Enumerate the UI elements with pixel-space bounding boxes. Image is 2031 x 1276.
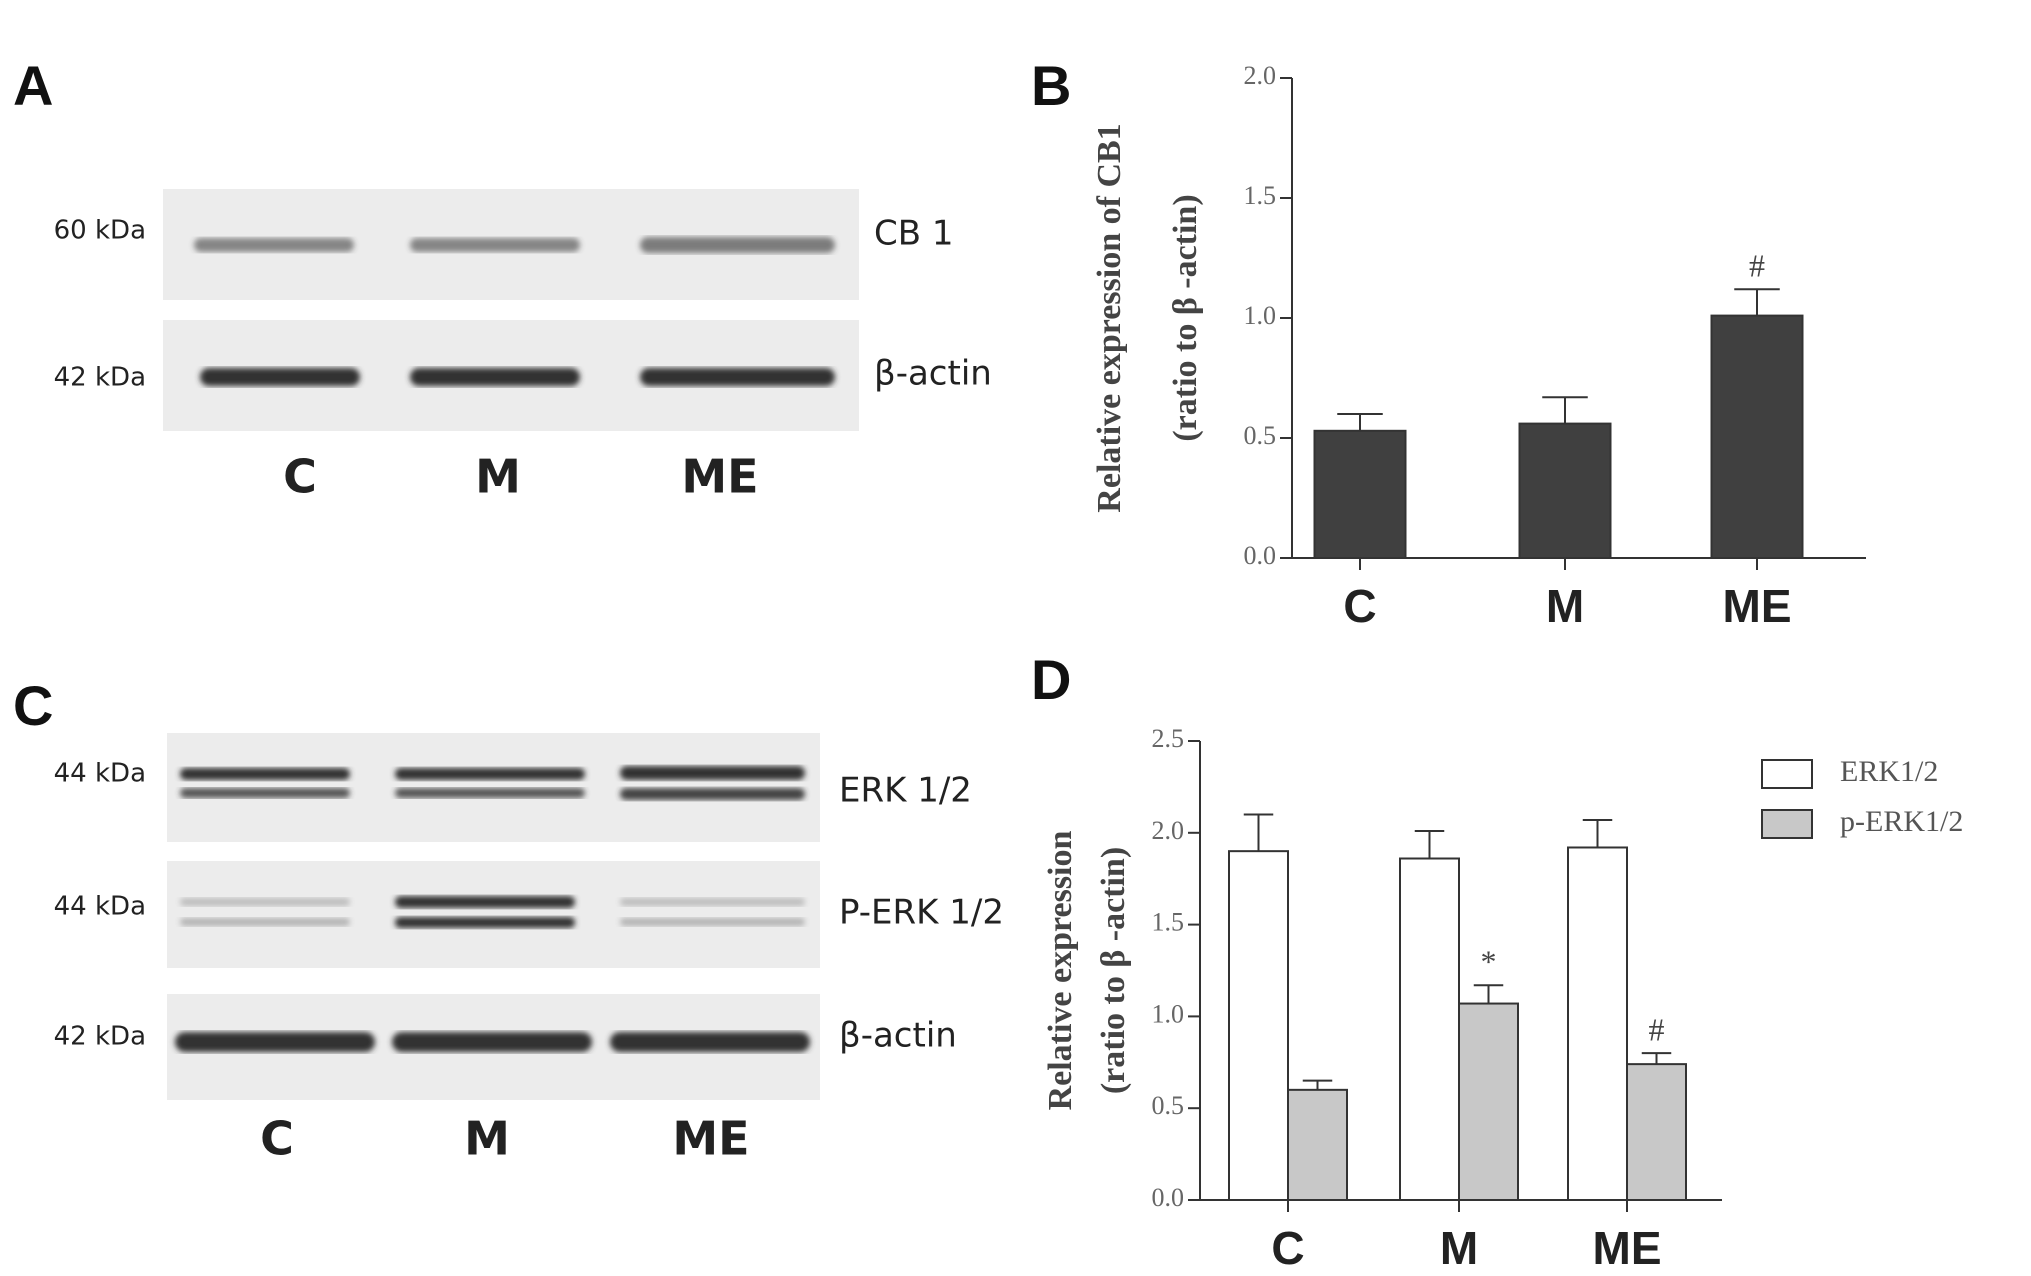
bar: [1399, 857, 1460, 1202]
band: [410, 368, 580, 386]
error-bar: [1641, 1052, 1672, 1065]
legend-label: ERK1/2: [1840, 755, 1938, 788]
band-label: ERK 1/2: [839, 771, 972, 811]
error-bar: [1473, 984, 1504, 1004]
y-tick-label: 0.0: [1152, 1183, 1185, 1212]
error-bar: [1582, 818, 1613, 848]
band: [180, 768, 350, 780]
band: [180, 788, 350, 798]
band: [395, 917, 575, 928]
y-axis-label: Relative expression: [1042, 830, 1079, 1110]
lane-label: C: [283, 450, 317, 504]
panel-label: A: [13, 54, 53, 117]
bar: [1313, 429, 1407, 559]
error-bar: [1414, 829, 1445, 859]
marker-label: 60 kDa: [54, 216, 146, 246]
x-tick-label: M: [1546, 580, 1584, 632]
marker-label: 42 kDa: [54, 363, 146, 393]
marker-label: 44 kDa: [54, 759, 146, 789]
legend-swatch: [1761, 809, 1813, 839]
bar: [1567, 846, 1628, 1201]
band-label: β-actin: [874, 354, 992, 394]
band: [410, 238, 580, 252]
band: [395, 788, 585, 798]
y-tick-label: 1.0: [1244, 301, 1277, 330]
band-label: β-actin: [839, 1016, 957, 1056]
band: [395, 896, 575, 908]
band: [180, 918, 350, 926]
y-tick-label: 1.5: [1152, 908, 1185, 937]
band-label: CB 1: [874, 214, 954, 254]
blot-a: 60 kDa 42 kDa CB 1 β-actin C M ME: [54, 189, 992, 504]
x-tick-label: ME: [1593, 1222, 1662, 1274]
error-bar: [1302, 1079, 1333, 1090]
error-bar: [1542, 396, 1588, 424]
marker-label: 44 kDa: [54, 892, 146, 922]
bar: [1287, 1088, 1348, 1201]
legend-label: p-ERK1/2: [1840, 805, 1963, 838]
lane-label: ME: [681, 450, 758, 504]
error-bar: [1243, 813, 1274, 852]
y-tick-label: 1.5: [1244, 181, 1277, 210]
band: [640, 368, 835, 386]
y-tick-label: 2.0: [1152, 816, 1185, 845]
bar: [1458, 1002, 1519, 1201]
bar: [1626, 1063, 1687, 1201]
blot-c: 44 kDa 44 kDa 42 kDa ERK 1/2 P-ERK 1/2 β…: [54, 733, 1004, 1166]
lane-label: C: [260, 1112, 294, 1166]
bar: [1228, 850, 1289, 1201]
y-tick-label: 0.0: [1244, 541, 1277, 570]
y-tick-label: 0.5: [1152, 1091, 1185, 1120]
bar: [1518, 422, 1612, 559]
panel-label: C: [13, 674, 53, 737]
y-axis-label: (ratio to β -actin): [1167, 194, 1204, 441]
y-tick-label: 0.5: [1244, 421, 1277, 450]
x-tick-label: M: [1440, 1222, 1478, 1274]
lane-label: M: [464, 1112, 510, 1166]
x-tick-label: ME: [1723, 580, 1792, 632]
band: [180, 898, 350, 906]
y-tick-label: 1.0: [1152, 999, 1185, 1028]
annotation: #: [1649, 1011, 1665, 1047]
band: [175, 1032, 375, 1052]
legend-swatch: [1761, 759, 1813, 789]
panel-label: B: [1031, 54, 1071, 117]
blot-strip: [167, 861, 820, 968]
y-tick-label: 2.5: [1152, 724, 1185, 753]
annotation: #: [1749, 248, 1765, 284]
error-bar: [1734, 288, 1780, 316]
marker-label: 42 kDa: [54, 1022, 146, 1052]
error-bar: [1337, 413, 1383, 431]
band: [392, 1032, 592, 1052]
panel-label: D: [1031, 648, 1071, 711]
band: [395, 768, 585, 780]
band: [620, 918, 805, 926]
band: [620, 898, 805, 906]
x-tick-label: C: [1271, 1222, 1304, 1274]
y-axis-label: (ratio to β -actin): [1095, 847, 1132, 1094]
lane-label: M: [475, 450, 521, 504]
band: [640, 237, 835, 253]
lane-label: ME: [672, 1112, 749, 1166]
annotation: *: [1481, 944, 1497, 980]
y-axis-label: Relative expression of CB1: [1091, 123, 1128, 512]
y-tick-label: 2.0: [1244, 61, 1277, 90]
band: [194, 238, 354, 252]
band: [200, 368, 360, 386]
band: [610, 1032, 810, 1052]
band: [620, 788, 805, 800]
blot-strip: [167, 733, 820, 842]
x-tick-label: C: [1343, 580, 1376, 632]
band-label: P-ERK 1/2: [839, 893, 1004, 933]
band: [620, 766, 805, 780]
bar: [1710, 314, 1804, 559]
